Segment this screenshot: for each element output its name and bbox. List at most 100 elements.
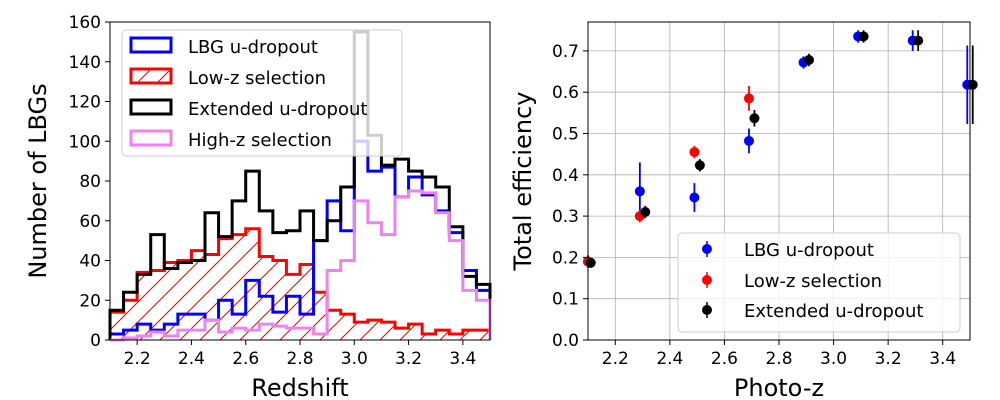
x-tick-label: 2.2 — [602, 349, 629, 369]
x-tick-label: 2.8 — [286, 349, 313, 369]
hatch-bin-lowz — [232, 234, 246, 340]
legend-swatch-lowz — [129, 67, 173, 85]
efficiency-xlabel: Photo-z — [734, 374, 824, 400]
hatch-bin-lowz — [462, 330, 477, 340]
hatch-bin-lowz — [449, 334, 463, 340]
hatch-bin-lowz — [408, 324, 423, 340]
hatch-bin-lowz — [164, 262, 178, 340]
legend-label-lowz: Low-z selection — [188, 68, 326, 89]
y-tick-label: 160 — [69, 13, 101, 33]
y-tick-label: 0.3 — [552, 207, 579, 227]
hatch-bin-lowz — [272, 260, 287, 340]
x-tick-label: 3.4 — [929, 349, 956, 369]
histogram-xlabel: Redshift — [251, 374, 348, 400]
series-lowz — [108, 227, 492, 340]
hatch-bin-lowz — [300, 264, 314, 340]
efficiency-panel: 2.2 2.4 2.6 2.8 3.0 3.2 3.4 0.0 0.1 0.2 0.3 0.4 0.5 0… — [509, 21, 978, 400]
legend-swatch-lbg — [129, 36, 173, 54]
step-outline-lbg — [108, 139, 492, 340]
y-tick-label: 0.6 — [552, 83, 579, 103]
y-tick-label: 140 — [69, 53, 101, 73]
histogram-legend-box — [121, 29, 403, 157]
hatch-bin-lowz — [435, 330, 450, 340]
y-tick-label: 20 — [79, 291, 101, 311]
point-extended — [804, 54, 815, 65]
y-tick-label: 0.7 — [552, 42, 579, 62]
x-tick-label: 2.2 — [124, 349, 151, 369]
x-tick-label: 3.2 — [875, 349, 902, 369]
step-outline-extended — [108, 30, 492, 340]
point-lbg — [689, 192, 700, 203]
legend-label-extended: Extended u-dropout — [188, 99, 367, 120]
hatch-bin-lowz — [340, 314, 355, 340]
y-tick-label: 0.0 — [552, 331, 579, 351]
legend-swatch-extended — [129, 98, 173, 116]
y-tick-label: 120 — [69, 93, 101, 113]
legend-marker-lbg — [702, 244, 712, 254]
point-lbg — [634, 186, 645, 197]
hatch-bin-lowz — [245, 228, 260, 340]
hatch-bin-lowz — [123, 300, 138, 340]
x-tick-label: 2.4 — [178, 349, 205, 369]
hatch-bin-lowz — [381, 322, 395, 340]
legend-label-lbg: LBG u-dropout — [744, 240, 874, 261]
hatch-bin-lowz — [110, 312, 124, 340]
hatch-bin-lowz — [313, 292, 328, 340]
y-tick-label: 0.2 — [552, 248, 579, 268]
legend-label-extended: Extended u-dropout — [744, 301, 923, 322]
histogram-legend: LBG u-dropout Low-z selection Extended u… — [121, 29, 403, 157]
efficiency-legend-box — [677, 232, 961, 333]
series-extended — [108, 30, 492, 340]
point-extended — [749, 113, 760, 124]
point-lowz — [689, 147, 700, 158]
step-outline-lowz — [108, 227, 492, 340]
efficiency-ylabel: Total efficiency — [509, 92, 537, 272]
legend-label-highz: High-z selection — [188, 130, 332, 151]
y-tick-label: 80 — [79, 172, 101, 192]
legend-label-lbg: LBG u-dropout — [188, 37, 318, 58]
y-tick-label: 40 — [79, 252, 101, 272]
step-outline-highz — [110, 189, 492, 342]
point-extended — [585, 257, 596, 268]
legend-swatch-highz — [129, 129, 173, 147]
legend-marker-extended — [702, 305, 712, 315]
x-tick-label: 3.4 — [449, 349, 476, 369]
y-tick-label: 100 — [69, 132, 101, 152]
y-tick-label: 0 — [90, 331, 101, 351]
hatch-bin-lowz — [367, 320, 382, 340]
series-lbg — [108, 139, 492, 340]
point-extended — [858, 31, 869, 42]
point-extended — [640, 206, 651, 217]
series-highz — [110, 189, 492, 342]
hatch-bin-lowz — [191, 250, 205, 340]
hatch-bin-lowz — [422, 334, 436, 340]
hatch-bin-lowz — [137, 272, 151, 340]
hatch-bin-lowz — [150, 270, 165, 340]
y-tick-label: 0.5 — [552, 125, 579, 145]
x-tick-label: 3.2 — [395, 349, 422, 369]
point-extended — [694, 160, 705, 171]
hatch-bin-lowz — [205, 254, 219, 340]
hatch-bin-lowz — [476, 330, 490, 340]
hatch-bin-lowz — [286, 274, 300, 340]
point-lowz — [743, 93, 754, 104]
hatch-bin-lowz — [354, 322, 368, 340]
y-tick-label: 60 — [79, 212, 101, 232]
histogram-panel: 2.2 2.4 2.6 2.8 3.0 3.2 3.4 0 20 40 60 80 100 120 140 1… — [24, 13, 492, 400]
hatch-bin-lowz — [327, 310, 341, 340]
y-tick-label: 0.4 — [552, 166, 579, 186]
hatch-bin-lowz — [259, 256, 273, 340]
x-tick-label: 2.4 — [656, 349, 683, 369]
point-extended — [967, 79, 978, 90]
x-tick-label: 3.0 — [820, 349, 847, 369]
x-tick-label: 2.6 — [711, 349, 738, 369]
hatch-bin-lowz — [395, 328, 409, 340]
legend-label-lowz: Low-z selection — [744, 271, 882, 292]
histogram-ylabel: Number of LBGs — [24, 83, 52, 278]
efficiency-legend: LBG u-dropout Low-z selection Extended u… — [677, 232, 961, 333]
hatch-bin-lowz — [177, 260, 192, 340]
hatch-bin-lowz — [218, 238, 233, 340]
x-tick-label: 2.6 — [232, 349, 259, 369]
x-tick-label: 3.0 — [341, 349, 368, 369]
